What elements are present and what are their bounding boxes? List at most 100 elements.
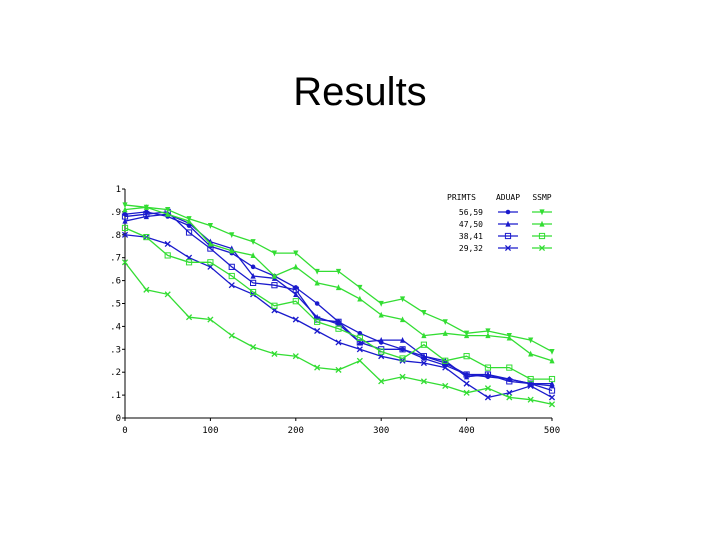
- legend-row-label: 29,32: [459, 244, 483, 253]
- data-point-ssmp-38-41: [420, 341, 427, 348]
- data-point-ssmp-47-50: [165, 210, 171, 217]
- data-point-ssmp-29-32: [420, 378, 427, 385]
- data-point-aduap-29-32: [527, 382, 534, 389]
- slide-title: Results: [293, 70, 427, 114]
- data-point-ssmp-29-32: [292, 353, 299, 360]
- data-point-aduap-47-50: [293, 291, 299, 297]
- chart-series-group: [121, 202, 556, 408]
- data-point-ssmp-47-50: [399, 316, 406, 323]
- data-point-ssmp-56-59: [442, 319, 448, 326]
- data-point-ssmp-38-41: [228, 272, 235, 280]
- legend-swatch-marker: [539, 209, 545, 216]
- data-point-aduap-29-32: [506, 389, 513, 396]
- data-point-ssmp-38-41: [378, 348, 385, 355]
- data-point-aduap-29-32: [420, 359, 427, 367]
- data-point-ssmp-56-59: [122, 202, 128, 209]
- data-point-ssmp-29-32: [250, 343, 257, 351]
- data-point-ssmp-38-41: [271, 302, 278, 309]
- data-point-aduap-38-41: [228, 263, 235, 270]
- data-point-aduap-38-41: [292, 286, 299, 293]
- legend-swatch-marker: [538, 232, 546, 240]
- data-point-ssmp-38-41: [143, 233, 150, 241]
- data-point-aduap-29-32: [548, 394, 556, 401]
- data-point-ssmp-29-32: [271, 350, 278, 357]
- data-point-ssmp-29-32: [228, 332, 235, 339]
- y-tick-label: .3: [110, 345, 121, 355]
- legend-swatch-marker: [505, 209, 511, 215]
- legend-row-label: 47,50: [459, 220, 483, 229]
- y-tick-label: 1: [116, 185, 121, 195]
- data-point-ssmp-29-32: [442, 382, 449, 389]
- data-point-ssmp-56-59: [271, 250, 278, 257]
- data-point-ssmp-29-32: [506, 394, 513, 401]
- data-point-ssmp-56-59: [378, 300, 384, 307]
- y-tick-label: .7: [110, 254, 121, 264]
- data-point-aduap-29-32: [442, 364, 449, 371]
- data-point-ssmp-47-50: [442, 330, 448, 336]
- x-tick-label: 100: [202, 426, 218, 436]
- data-point-ssmp-29-32: [356, 357, 363, 364]
- y-tick-label: .1: [110, 391, 121, 401]
- data-point-ssmp-56-59: [335, 268, 342, 275]
- data-point-ssmp-38-41: [484, 364, 492, 371]
- x-tick-label: 300: [373, 426, 389, 436]
- series-line-aduap-47-50: [124, 213, 552, 385]
- legend-swatch-marker: [538, 244, 546, 252]
- data-point-ssmp-29-32: [121, 259, 129, 266]
- data-point-ssmp-38-41: [356, 334, 363, 341]
- data-point-aduap-38-41: [463, 371, 470, 378]
- data-point-ssmp-38-41: [548, 375, 556, 383]
- data-point-aduap-38-41: [548, 387, 556, 394]
- data-point-ssmp-47-50: [143, 204, 149, 210]
- data-point-ssmp-38-41: [314, 318, 321, 325]
- data-point-ssmp-29-32: [314, 364, 321, 371]
- data-point-ssmp-38-41: [442, 357, 449, 364]
- data-point-ssmp-29-32: [484, 385, 492, 392]
- y-tick-label: .4: [110, 322, 121, 332]
- data-point-aduap-29-32: [314, 327, 321, 335]
- data-point-ssmp-47-50: [549, 357, 555, 364]
- data-point-ssmp-56-59: [421, 310, 427, 316]
- data-point-ssmp-47-50: [421, 332, 427, 339]
- data-point-aduap-29-32: [121, 231, 129, 238]
- data-point-ssmp-47-50: [186, 217, 192, 224]
- data-point-ssmp-38-41: [207, 259, 214, 266]
- data-point-aduap-47-50: [464, 373, 470, 380]
- chart-legend: PRIMTS ADUAP SSMP 56,59 47,50 38,41 29,32: [447, 193, 552, 253]
- data-point-aduap-47-50: [143, 213, 149, 220]
- legend-row-header: PRIMTS: [447, 193, 476, 202]
- data-point-ssmp-38-41: [527, 375, 534, 383]
- y-tick-label: .6: [110, 277, 121, 287]
- legend-swatch-marker: [504, 232, 512, 240]
- data-point-aduap-29-32: [463, 380, 470, 387]
- x-tick-label: 200: [288, 426, 304, 436]
- data-point-ssmp-29-32: [378, 378, 385, 385]
- data-point-aduap-38-41: [121, 213, 129, 220]
- data-point-aduap-38-41: [335, 318, 342, 325]
- data-point-aduap-47-50: [549, 380, 555, 387]
- legend-row-label: 56,59: [459, 208, 483, 217]
- chart-axes: 0 100 200 300 400 500 0 .1 .2 .3 .4 .5 .6 .7 .8 .9 1: [110, 185, 560, 436]
- data-point-aduap-47-50: [378, 336, 384, 343]
- data-point-ssmp-29-32: [463, 389, 470, 396]
- data-point-aduap-47-50: [335, 320, 342, 327]
- data-point-ssmp-29-32: [527, 396, 534, 403]
- series-line-aduap-38-41: [124, 211, 553, 392]
- legend-swatch-marker: [505, 220, 511, 227]
- data-point-ssmp-38-41: [399, 355, 406, 362]
- data-point-ssmp-56-59: [293, 250, 299, 257]
- data-point-aduap-29-32: [164, 240, 171, 248]
- data-point-ssmp-47-50: [271, 272, 278, 279]
- data-point-aduap-38-41: [356, 339, 363, 346]
- data-point-aduap-38-41: [271, 282, 278, 289]
- data-point-ssmp-29-32: [399, 373, 406, 380]
- y-tick-label: .5: [110, 300, 121, 310]
- x-tick-label: 0: [122, 426, 127, 436]
- data-point-aduap-38-41: [420, 353, 427, 360]
- data-point-aduap-38-41: [484, 371, 492, 378]
- data-point-ssmp-56-59: [314, 268, 320, 275]
- data-point-aduap-47-50: [399, 336, 406, 343]
- data-point-aduap-47-50: [122, 217, 128, 224]
- data-point-ssmp-38-41: [463, 353, 470, 360]
